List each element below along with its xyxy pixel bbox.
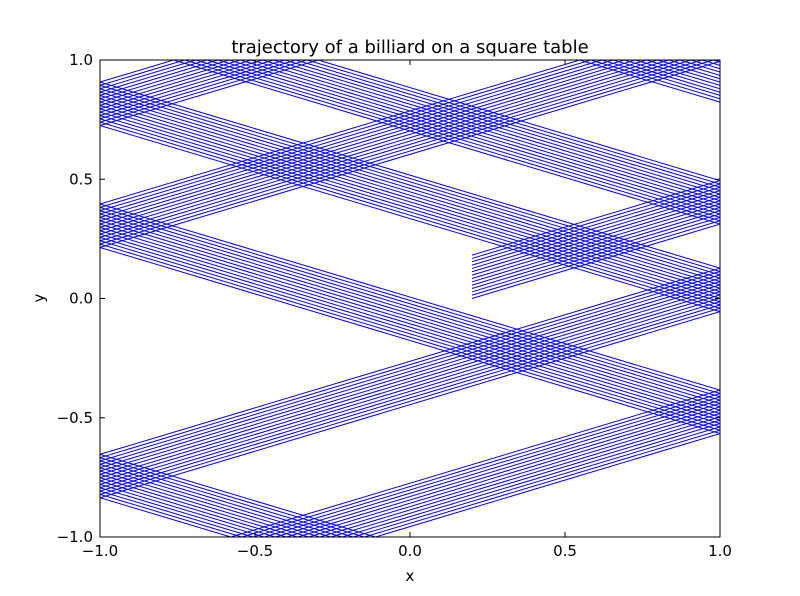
x-tick-label: −1.0 [82,542,118,560]
trajectory-line [100,60,720,537]
trajectory-line [100,60,720,537]
trajectory-line [100,60,720,537]
y-axis-label: y [30,293,48,302]
axis-ticks: −1.0 −0.5 0.0 0.5 1.0 −1.0 −0.5 0.0 0.5 1.0 [57,51,732,560]
trajectory-line [100,60,720,537]
trajectory-line [100,60,720,537]
trajectory-line [100,60,720,537]
trajectory-line [100,60,720,537]
y-tick-label: −0.5 [57,409,93,427]
x-axis-label: x [406,567,415,585]
x-tick-label: 0.0 [398,542,422,560]
y-tick-label: 0.5 [69,170,93,188]
chart-title: trajectory of a billiard on a square tab… [231,37,588,58]
x-tick-label: 1.0 [708,542,732,560]
y-tick-label: −1.0 [57,528,93,546]
x-tick-label: −0.5 [237,542,273,560]
trajectory-line [100,60,720,537]
x-tick-label: 0.5 [553,542,577,560]
y-tick-label: 0.0 [69,290,93,308]
trajectory-line [100,60,720,537]
y-tick-label: 1.0 [69,51,93,69]
plot-area [100,60,720,537]
trajectory-series [100,60,720,537]
trajectory-line [100,60,720,537]
trajectory-line [100,60,720,537]
